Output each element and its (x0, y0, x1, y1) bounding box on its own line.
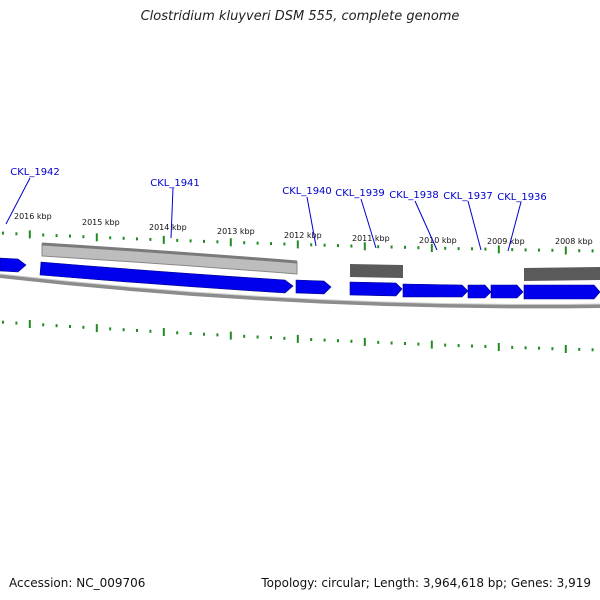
gene-label-ckl-1941[interactable]: CKL_1941 (150, 178, 200, 189)
leader-line (467, 200, 482, 251)
gene-reverse-ckl-1936[interactable] (524, 267, 600, 281)
scale-label: 2015 kbp (82, 218, 120, 227)
scale-labels: 2016 kbp 2015 kbp 2014 kbp 2013 kbp 2012… (14, 212, 593, 246)
gene-forward-ckl-1936[interactable] (523, 284, 600, 300)
gene-label-ckl-1942[interactable]: CKL_1942 (10, 167, 60, 178)
gene-label-ckl-1940[interactable]: CKL_1940 (282, 186, 332, 197)
gene-label-ckl-1936[interactable]: CKL_1936 (497, 192, 547, 203)
gene-label-leaders (5, 177, 522, 252)
genome-backbone (0, 274, 600, 309)
gene-label-ckl-1937[interactable]: CKL_1937 (443, 191, 493, 202)
gene-forward-ckl-1937-b[interactable] (490, 284, 524, 299)
gene-forward-ckl-1940[interactable] (295, 279, 332, 295)
genome-backbone-highlight (0, 273, 600, 305)
gene-forward-ckl-1939[interactable] (349, 281, 403, 297)
leader-line (507, 201, 522, 252)
leader-line (5, 177, 31, 225)
forward-genes (0, 257, 600, 300)
topology-text: Topology: circular; Length: 3,964,618 bp… (261, 576, 591, 590)
gene-forward-ckl-1938[interactable] (402, 283, 469, 298)
reverse-genes (41, 242, 600, 281)
scale-label: 2014 kbp (149, 223, 187, 232)
gene-reverse-ckl-1941-edge (41, 242, 298, 264)
map-title: Clostridium kluyveri DSM 555, complete g… (140, 9, 460, 24)
upper-tick-row (2, 230, 594, 255)
scale-label: 2008 kbp (555, 237, 593, 246)
scale-label: 2013 kbp (217, 227, 255, 236)
scale-label: 2012 kbp (284, 231, 322, 240)
lower-tick-row (2, 320, 594, 353)
leader-line (306, 196, 317, 247)
scale-label: 2011 kbp (352, 234, 390, 243)
accession-text: Accession: NC_009706 (9, 576, 146, 590)
gene-forward-ckl-1942[interactable] (0, 257, 27, 273)
leader-line (414, 200, 438, 251)
gene-forward-ckl-1937-a[interactable] (467, 284, 492, 299)
gene-forward-ckl-1941[interactable] (39, 261, 294, 294)
leader-line (360, 198, 377, 249)
scale-label: 2009 kbp (487, 237, 525, 246)
gene-reverse-ckl-1939[interactable] (350, 264, 403, 278)
gene-labels: CKL_1942 CKL_1941 CKL_1940 CKL_1939 CKL_… (10, 167, 547, 203)
gene-label-ckl-1939[interactable]: CKL_1939 (335, 188, 385, 199)
scale-label: 2016 kbp (14, 212, 52, 221)
leader-line (170, 187, 174, 239)
gene-label-ckl-1938[interactable]: CKL_1938 (389, 190, 439, 201)
scale-label: 2010 kbp (419, 236, 457, 245)
